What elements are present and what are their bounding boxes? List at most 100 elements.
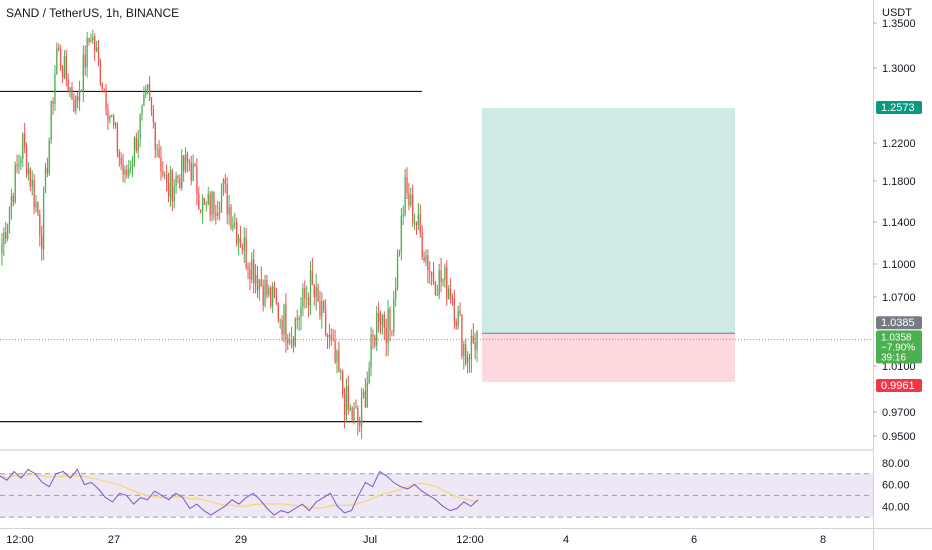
- candle-body: [277, 302, 279, 321]
- candle-body: [394, 288, 397, 299]
- candle-body: [20, 158, 22, 164]
- candle-body: [179, 178, 181, 189]
- candle-body: [120, 157, 122, 165]
- candle-body: [94, 36, 96, 51]
- price-scale[interactable]: [873, 0, 932, 550]
- time-tick-label: 12:00: [6, 534, 34, 546]
- candle-body: [298, 318, 300, 321]
- candle-body: [319, 301, 321, 316]
- candle-body: [412, 194, 414, 224]
- price-tick-label: 0.9500: [882, 431, 916, 443]
- candle-body: [205, 203, 208, 205]
- candle-body: [281, 319, 283, 335]
- candle-body: [362, 391, 365, 397]
- candle-body: [457, 310, 459, 327]
- candle-body: [3, 232, 5, 245]
- candle-body: [290, 339, 293, 342]
- rsi-line: [0, 468, 479, 516]
- candle-body: [359, 421, 361, 427]
- countdown-value: 39:16: [881, 352, 906, 363]
- candle-body: [61, 67, 64, 77]
- candle-body: [451, 296, 454, 299]
- candle-body: [262, 285, 264, 306]
- candle-body: [71, 87, 73, 100]
- candle-body: [116, 123, 119, 153]
- candle-body: [16, 165, 18, 167]
- price-tick-label: 1.0700: [882, 292, 916, 304]
- candle-body: [364, 391, 367, 408]
- time-tick-label: 27: [108, 534, 120, 546]
- chart-title: SAND / TetherUS, 1h, BINANCE: [6, 6, 180, 20]
- candle-body: [194, 164, 196, 167]
- candle-body: [402, 214, 404, 216]
- candle-body: [368, 367, 370, 383]
- candle-body: [423, 256, 425, 261]
- current-price-label: 1.0358 −7.90% 39:16: [876, 330, 922, 364]
- time-axis[interactable]: 12:00 27 29 Jul 12:00 4 6 8: [6, 534, 826, 546]
- time-tick-label: Jul: [363, 534, 377, 546]
- candle-body: [29, 168, 32, 187]
- candle-body: [196, 166, 198, 195]
- rsi-tick-label: 80.00: [882, 458, 910, 470]
- candle-body: [446, 267, 448, 300]
- candle-body: [366, 382, 368, 408]
- candle-body: [232, 224, 234, 228]
- candle-body: [35, 202, 37, 208]
- stop-loss-zone[interactable]: [482, 333, 735, 382]
- candle-body: [239, 237, 242, 248]
- stop-loss-label: 0.9961: [876, 378, 922, 392]
- candle-body: [211, 191, 213, 216]
- candle-body: [90, 40, 92, 42]
- candle-body: [391, 330, 393, 332]
- candle-body: [353, 407, 355, 421]
- candle-body: [190, 163, 192, 181]
- candle-body: [135, 137, 138, 151]
- candle-body: [254, 275, 257, 284]
- candle-body: [306, 297, 308, 299]
- candle-body: [46, 167, 49, 174]
- candle-body: [10, 196, 13, 208]
- candle-body: [415, 222, 418, 226]
- candle-body: [472, 335, 474, 343]
- candle-body: [370, 334, 372, 368]
- candle-body: [328, 334, 331, 338]
- candle-body: [131, 161, 134, 168]
- candle-body: [332, 338, 334, 341]
- price-tick-label: 1.1400: [882, 217, 916, 229]
- candle-body: [27, 168, 30, 175]
- candle-body: [347, 386, 350, 410]
- candle-body: [345, 386, 348, 416]
- entry-value: 1.0385: [881, 317, 915, 329]
- candle-body: [256, 275, 259, 291]
- candle-body: [25, 146, 28, 175]
- take-profit-label: 1.2573: [876, 101, 922, 115]
- candle-body: [235, 222, 238, 244]
- candle-body: [421, 232, 423, 257]
- candle-body: [241, 247, 244, 251]
- price-tick-label: 1.3000: [882, 63, 916, 75]
- candle-body: [400, 215, 403, 252]
- candle-body: [139, 115, 141, 139]
- candle-body: [468, 357, 471, 360]
- candle-body: [463, 344, 465, 357]
- candle-body: [73, 99, 75, 112]
- candle-body: [459, 310, 461, 315]
- take-profit-zone[interactable]: [482, 108, 735, 334]
- candle-body: [177, 175, 179, 179]
- candle-body: [393, 298, 395, 332]
- candle-body: [1, 244, 3, 254]
- price-tick-label: 1.1800: [882, 176, 916, 188]
- candle-body: [417, 214, 420, 226]
- candle-body: [42, 192, 45, 250]
- candle-body: [182, 155, 185, 171]
- candle-body: [39, 214, 41, 235]
- candle-body: [58, 48, 60, 50]
- candle-body: [63, 56, 66, 77]
- candle-body: [50, 101, 52, 141]
- candle-body: [351, 407, 353, 421]
- candle-body: [398, 251, 401, 253]
- candle-body: [266, 279, 268, 296]
- candle-body: [126, 169, 128, 176]
- candle-body: [217, 212, 219, 217]
